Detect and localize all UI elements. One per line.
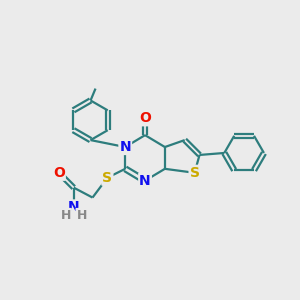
Text: O: O bbox=[53, 166, 65, 180]
Text: N: N bbox=[139, 174, 151, 188]
Text: S: S bbox=[190, 166, 200, 180]
Text: H: H bbox=[76, 209, 87, 222]
Text: N: N bbox=[68, 200, 80, 214]
Text: O: O bbox=[139, 111, 151, 125]
Text: S: S bbox=[102, 171, 112, 185]
Text: H: H bbox=[61, 209, 71, 222]
Text: N: N bbox=[119, 140, 131, 154]
